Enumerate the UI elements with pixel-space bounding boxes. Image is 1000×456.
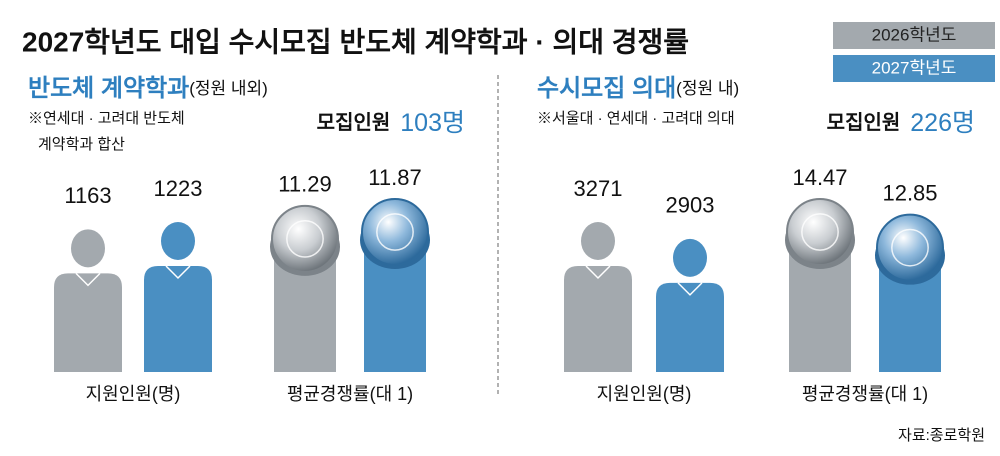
quota: 모집인원 103명 <box>317 109 465 137</box>
coin <box>876 213 944 282</box>
value-label: 12.85 <box>882 180 937 205</box>
person-body <box>656 282 724 372</box>
person-head <box>161 222 195 260</box>
person-mark <box>656 238 724 372</box>
legend-swatch <box>833 55 995 82</box>
value-label: 2903 <box>666 193 715 218</box>
coin <box>786 198 854 266</box>
panel-note: 계약학과 합산 <box>38 136 125 153</box>
value-label: 11.29 <box>278 172 331 197</box>
quota: 모집인원 226명 <box>827 109 975 137</box>
title: 2027학년도 대입 수시모집 반도체 계약학과 · 의대 경쟁률 <box>22 26 689 57</box>
x-axis-label: 지원인원(명) <box>597 384 692 404</box>
panel-title-note: (정원 내외) <box>189 79 268 98</box>
person-collar <box>677 282 703 296</box>
ratio-bar <box>360 198 430 372</box>
legend-label: 2027학년도 <box>872 58 957 77</box>
quota-caption: 모집인원 <box>317 111 391 134</box>
coin-inner <box>286 219 324 258</box>
panel-note: ※서울대 · 연세대 · 고려대 의대 <box>537 110 735 127</box>
person-body <box>144 266 212 372</box>
person-mark <box>564 222 632 372</box>
person-head <box>581 222 615 260</box>
source: 자료:종로학원 <box>898 427 985 444</box>
value-label: 14.47 <box>792 165 847 190</box>
person-mark <box>54 229 122 372</box>
legend-swatch <box>833 22 995 49</box>
ratio-bar <box>785 198 855 372</box>
panel-title-main: 반도체 계약학과 <box>28 75 189 102</box>
panel-title-main: 수시모집 의대 <box>537 75 676 102</box>
panel-note: ※연세대 · 고려대 반도체 <box>28 110 185 127</box>
quota-value: 226명 <box>910 109 975 137</box>
value-label: 11.87 <box>368 165 421 190</box>
person-head <box>71 229 105 268</box>
quota-value: 103명 <box>400 109 465 137</box>
coin-inner <box>376 213 414 251</box>
person-mark <box>144 222 212 372</box>
coin-inner <box>891 228 929 267</box>
person-collar <box>585 265 611 280</box>
coin <box>271 204 339 273</box>
quota-caption: 모집인원 <box>827 111 901 134</box>
person-collar <box>165 265 191 280</box>
person-collar <box>75 272 101 287</box>
coin <box>361 198 429 266</box>
value-label: 3271 <box>574 176 623 201</box>
person-body <box>564 266 632 372</box>
ratio-bar <box>875 213 945 372</box>
x-axis-label: 지원인원(명) <box>86 384 181 404</box>
legend-label: 2026학년도 <box>872 25 957 44</box>
panel-title: 반도체 계약학과(정원 내외) <box>28 75 268 102</box>
ratio-bar <box>270 204 340 372</box>
panel-title-note: (정원 내) <box>676 79 739 98</box>
panel-title: 수시모집 의대(정원 내) <box>537 75 739 102</box>
person-head <box>673 238 707 277</box>
coin-inner <box>801 213 839 251</box>
value-label: 1223 <box>154 176 203 201</box>
value-label: 1163 <box>64 183 111 208</box>
x-axis-label: 평균경쟁률(대 1) <box>287 384 413 404</box>
x-axis-label: 평균경쟁률(대 1) <box>802 384 928 404</box>
person-body <box>54 273 122 372</box>
